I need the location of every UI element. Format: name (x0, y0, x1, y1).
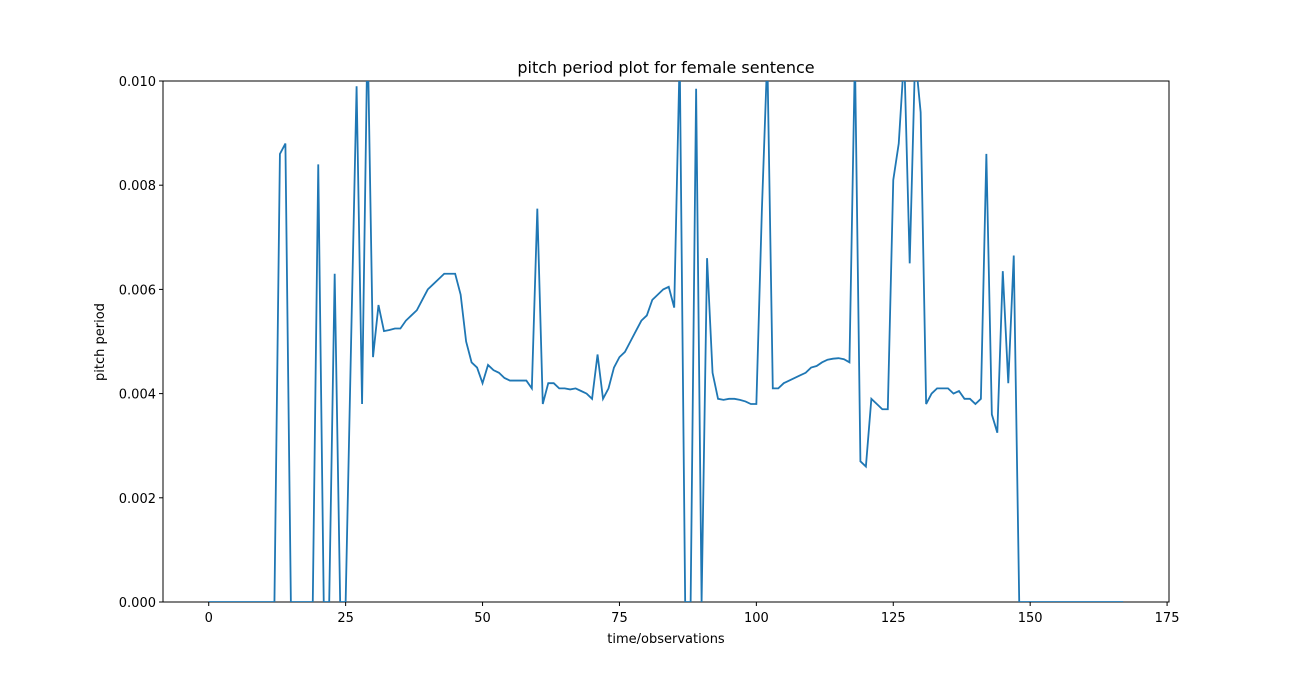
y-tick-label: 0.008 (119, 179, 156, 194)
x-tick-label: 175 (1155, 611, 1180, 626)
x-tick-label: 50 (474, 611, 491, 626)
x-tick-label: 150 (1018, 611, 1043, 626)
y-tick-label: 0.010 (119, 75, 156, 90)
y-axis-label: pitch period (93, 303, 108, 381)
x-axis-label: time/observations (607, 632, 725, 647)
x-tick-label: 75 (611, 611, 628, 626)
chart-title: pitch period plot for female sentence (517, 58, 814, 77)
x-tick-label: 0 (205, 611, 213, 626)
x-tick-label: 125 (881, 611, 906, 626)
data-line (208, 81, 1124, 602)
x-tick-label: 25 (337, 611, 354, 626)
plot-frame (162, 80, 1170, 603)
y-tick-label: 0.006 (119, 283, 156, 298)
y-tick-label: 0.004 (119, 388, 156, 403)
x-tick-label: 100 (744, 611, 769, 626)
y-tick-label: 0.000 (119, 596, 156, 611)
y-tick-label: 0.002 (119, 492, 156, 507)
